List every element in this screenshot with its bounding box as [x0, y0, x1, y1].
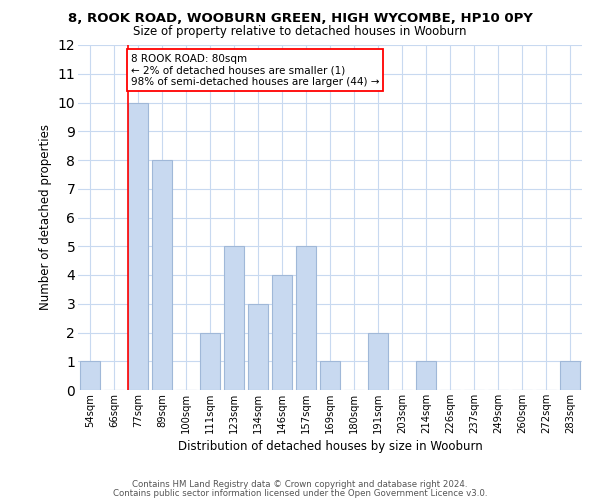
Bar	[128, 102, 148, 390]
Text: 8 ROOK ROAD: 80sqm
← 2% of detached houses are smaller (1)
98% of semi-detached : 8 ROOK ROAD: 80sqm ← 2% of detached hous…	[131, 54, 379, 87]
Text: Size of property relative to detached houses in Wooburn: Size of property relative to detached ho…	[133, 25, 467, 38]
Bar	[560, 361, 580, 390]
Text: Contains HM Land Registry data © Crown copyright and database right 2024.: Contains HM Land Registry data © Crown c…	[132, 480, 468, 489]
Bar	[320, 361, 340, 390]
Bar	[248, 304, 268, 390]
Bar	[200, 332, 220, 390]
Bar	[272, 275, 292, 390]
Bar	[368, 332, 388, 390]
Bar	[416, 361, 436, 390]
Bar	[224, 246, 244, 390]
Text: 8, ROOK ROAD, WOOBURN GREEN, HIGH WYCOMBE, HP10 0PY: 8, ROOK ROAD, WOOBURN GREEN, HIGH WYCOMB…	[68, 12, 532, 26]
Y-axis label: Number of detached properties: Number of detached properties	[39, 124, 52, 310]
Bar	[80, 361, 100, 390]
X-axis label: Distribution of detached houses by size in Wooburn: Distribution of detached houses by size …	[178, 440, 482, 453]
Bar	[296, 246, 316, 390]
Text: Contains public sector information licensed under the Open Government Licence v3: Contains public sector information licen…	[113, 488, 487, 498]
Bar	[152, 160, 172, 390]
